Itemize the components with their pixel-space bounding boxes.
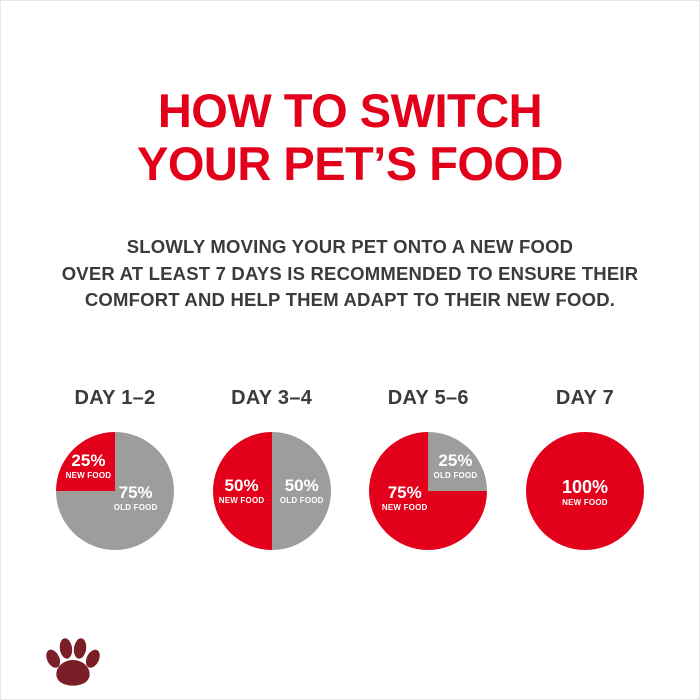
pie-segment-label-new-food: 75% NEW FOOD: [381, 482, 428, 512]
day-label: DAY 5–6: [387, 387, 469, 410]
pie-chart-day-5-6: 25% OLD FOOD 75% NEW FOOD: [369, 432, 488, 551]
pie-segment-label-old-food: 25% OLD FOOD: [433, 451, 478, 480]
day-label: DAY 1–2: [74, 387, 156, 410]
paw-print-logo-icon: [46, 638, 100, 686]
pie-chart-day-7: 100% NEW FOOD: [525, 432, 644, 551]
intro-text-line-3: COMFORT AND HELP THEM ADAPT TO THEIR NEW…: [84, 288, 616, 310]
pie-chart-day-1-2: 25% NEW FOOD 75% OLD FOOD: [56, 432, 174, 551]
page-title-line-1: HOW TO SWITCH: [157, 84, 543, 137]
pie-segment-label-new-food: 50% NEW FOOD: [218, 475, 265, 505]
pie-segment-label-old-food: 50% OLD FOOD: [279, 475, 324, 505]
page-title: HOW TO SWITCH YOUR PET’S FOOD: [1, 84, 699, 190]
pie-column-day-3-4: DAY 3–4 50% NEW FOOD 50% OLD FOOD: [204, 387, 340, 551]
intro-text-line-2: OVER AT LEAST 7 DAYS IS RECOMMENDED TO E…: [61, 262, 639, 284]
intro-text-line-1: SLOWLY MOVING YOUR PET ONTO A NEW FOOD: [126, 236, 574, 258]
pie-chart-day-3-4: 50% NEW FOOD 50% OLD FOOD: [212, 432, 331, 551]
pie-segment-label-old-food: 75% OLD FOOD: [113, 482, 158, 512]
pie-column-day-1-2: DAY 1–2 25% NEW FOOD 75% OLD FOOD: [47, 387, 183, 551]
pie-segment-label-new-food: 25% NEW FOOD: [65, 451, 112, 480]
day-label: DAY 3–4: [231, 387, 313, 410]
pie-chart-row: DAY 1–2 25% NEW FOOD 75% OLD FOOD DAY 3–…: [1, 387, 699, 551]
day-label: DAY 7: [555, 387, 615, 410]
pie-column-day-7: DAY 7 100% NEW FOOD: [517, 387, 653, 551]
page-title-line-2: YOUR PET’S FOOD: [137, 136, 564, 190]
pie-segment-label-new-food: 100% NEW FOOD: [561, 477, 608, 507]
pie-column-day-5-6: DAY 5–6 25% OLD FOOD 75% NEW FOOD: [360, 387, 496, 551]
intro-text: SLOWLY MOVING YOUR PET ONTO A NEW FOOD O…: [1, 234, 699, 313]
